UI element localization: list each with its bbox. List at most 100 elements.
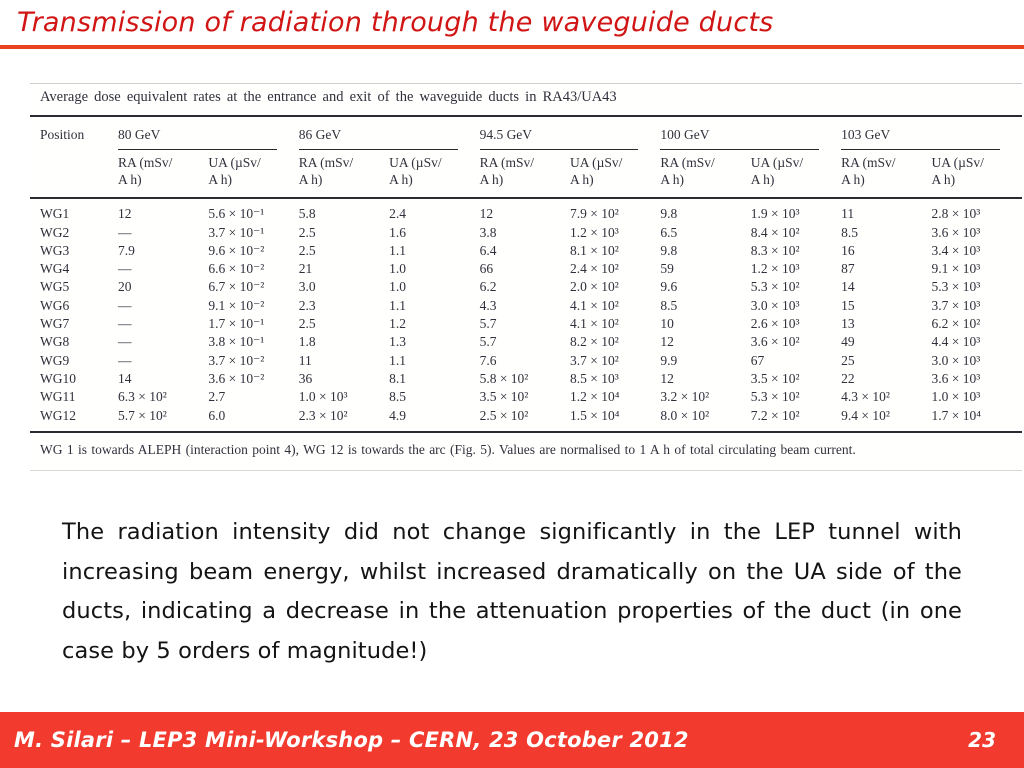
dose-value-cell: 3.6 × 10³	[931, 224, 981, 240]
dose-value-cell: 1.2 × 10³	[750, 261, 800, 277]
dose-value-cell: 5.3 × 10²	[750, 279, 800, 295]
dose-value-cell: 3.5 × 10²	[479, 389, 529, 405]
footer-credit: M. Silari – LEP3 Mini-Workshop – CERN, 2…	[14, 728, 689, 752]
dose-value-cell: 6.6 × 10⁻²	[208, 261, 265, 277]
dose-value-cell: 2.6 × 10³	[750, 316, 800, 332]
subheader-ua: UA (µSv/ A h)	[389, 155, 442, 187]
dose-value-cell: 3.6 × 10⁻²	[208, 370, 265, 386]
dose-value-cell: 14	[841, 279, 855, 295]
body-paragraph: The radiation intensity did not change s…	[62, 519, 962, 664]
dose-value-cell: 2.7	[208, 389, 226, 405]
dose-value-cell: 1.0 × 10³	[931, 389, 981, 405]
row-position: WG7	[40, 316, 70, 332]
dose-value-cell: 16	[841, 242, 855, 258]
table-row: WG1 12 5.6 × 10⁻¹ 5.8 2.4 12 7.9 × 10² 9.8 1.9 ×…	[30, 198, 1022, 223]
subheader-ra: RA (mSv/ A h)	[479, 155, 534, 187]
table-row: WG10 14 3.6 × 10⁻² 36 8.1 5.8 × 10² 8.5 × 10³ 1…	[30, 370, 1022, 388]
dose-value-cell: 1.2 × 10⁴	[569, 389, 620, 405]
dose-value-cell: 7.9	[118, 242, 135, 258]
dose-value-cell: —	[118, 316, 132, 332]
column-group-94-5gev: 94.5 GeV	[479, 116, 661, 151]
dose-value-cell: 1.5 × 10⁴	[569, 407, 620, 423]
dose-value-cell: 1.2	[389, 316, 407, 332]
subheader-ua: UA (µSv/ A h)	[931, 155, 984, 187]
slide-title: Transmission of radiation through the wa…	[17, 7, 774, 38]
row-position: WG5	[40, 279, 70, 295]
dose-value-cell: —	[118, 297, 132, 313]
table-footnote: WG 1 is towards ALEPH (interaction point…	[40, 441, 856, 457]
dose-value-cell: 1.8	[298, 334, 316, 350]
dose-value-cell: 12	[660, 370, 674, 386]
dose-value-cell: 25	[841, 352, 855, 368]
dose-value-cell: 2.3 × 10²	[298, 407, 348, 423]
dose-value-cell: 1.0 × 10³	[298, 389, 348, 405]
dose-value-cell: 15	[841, 297, 855, 313]
dose-value-cell: 9.4 × 10²	[841, 407, 890, 423]
dose-value-cell: 2.5 × 10²	[479, 407, 529, 423]
row-position: WG10	[40, 370, 76, 386]
dose-value-cell: 2.8 × 10³	[931, 206, 981, 222]
energy-group-row: Position 80 GeV 86 GeV 94.5 GeV 100 GeV …	[30, 116, 1022, 151]
subheader-row: RA (mSv/ A h) UA (µSv/ A h) RA (mSv/ A h…	[30, 150, 1022, 198]
dose-value-cell: 11	[841, 206, 855, 222]
dose-value-cell: 6.0	[208, 407, 226, 423]
table-row: WG11 6.3 × 10² 2.7 1.0 × 10³ 8.5 3.5 × 10² 1.2…	[30, 388, 1022, 406]
dose-value-cell: 3.0 × 10³	[931, 352, 981, 368]
dose-value-cell: —	[118, 352, 132, 368]
dose-value-cell: 5.8 × 10²	[479, 370, 529, 386]
dose-value-cell: 8.5	[660, 297, 678, 313]
dose-value-cell: 9.8	[660, 242, 678, 258]
dose-value-cell: 1.7 × 10⁴	[931, 407, 981, 423]
page-number: 23	[968, 728, 996, 752]
dose-value-cell: 3.7 × 10⁻¹	[208, 224, 265, 240]
dose-value-cell: 12	[479, 206, 494, 222]
dose-value-cell: 22	[841, 370, 855, 386]
row-position: WG1	[40, 206, 70, 222]
dose-value-cell: 6.5	[660, 224, 678, 240]
dose-value-cell: 13	[841, 316, 855, 332]
column-group-100gev: 100 GeV	[660, 116, 841, 151]
dose-value-cell: 8.1 × 10²	[569, 242, 619, 258]
dose-value-cell: 7.6	[479, 352, 497, 368]
dose-value-cell: 12	[118, 206, 132, 222]
dose-value-cell: 3.2 × 10²	[660, 389, 710, 405]
dose-rates-table: Position 80 GeV 86 GeV 94.5 GeV 100 GeV …	[30, 115, 1022, 433]
row-position: WG11	[40, 389, 76, 405]
dose-value-cell: 1.9 × 10³	[750, 206, 800, 222]
dose-value-cell: 87	[841, 261, 855, 277]
dose-value-cell: 11	[298, 352, 312, 368]
subheader-ra: RA (mSv/ A h)	[118, 155, 173, 187]
dose-value-cell: 9.9	[660, 352, 678, 368]
dose-value-cell: 5.6 × 10⁻¹	[208, 206, 265, 222]
dose-value-cell: 6.2 × 10²	[931, 316, 981, 332]
dose-value-cell: —	[118, 224, 132, 240]
dose-value-cell: —	[118, 261, 132, 277]
dose-value-cell: 7.2 × 10²	[750, 407, 800, 423]
dose-value-cell: 6.2	[479, 279, 497, 295]
dose-value-cell: 9.1 × 10³	[931, 261, 981, 277]
table-row: WG7 — 1.7 × 10⁻¹ 2.5 1.2 5.7 4.1 × 10² 10 2.6 × …	[30, 315, 1022, 333]
dose-value-cell: 8.4 × 10²	[750, 224, 800, 240]
dose-value-cell: 4.1 × 10²	[569, 297, 619, 313]
column-group-86gev: 86 GeV	[298, 116, 480, 151]
dose-value-cell: 67	[750, 352, 765, 368]
dose-value-cell: 2.5	[298, 316, 316, 332]
row-position: WG2	[40, 224, 70, 240]
dose-value-cell: 6.4	[479, 242, 497, 258]
dose-value-cell: 4.3	[479, 297, 497, 313]
table-header: Position 80 GeV 86 GeV 94.5 GeV 100 GeV …	[30, 116, 1022, 199]
dose-value-cell: 59	[660, 261, 674, 277]
dose-value-cell: 3.8 × 10⁻¹	[208, 334, 265, 350]
dose-value-cell: 10	[660, 316, 674, 332]
dose-value-cell: 6.3 × 10²	[118, 389, 167, 405]
table-row: WG6 — 9.1 × 10⁻² 2.3 1.1 4.3 4.1 × 10² 8.5 3.0 ×…	[30, 297, 1022, 315]
dose-value-cell: 1.2 × 10³	[569, 224, 619, 240]
dose-value-cell: 8.1	[389, 370, 407, 386]
table-row: WG12 5.7 × 10² 6.0 2.3 × 10² 4.9 2.5 × 10² 1.5…	[30, 407, 1022, 432]
table-caption: Average dose equivalent rates at the ent…	[40, 89, 617, 105]
dose-value-cell: 20	[118, 279, 132, 295]
dose-value-cell: 6.7 × 10⁻²	[208, 279, 265, 295]
dose-value-cell: 2.4	[389, 206, 407, 222]
column-header-position: Position	[40, 127, 85, 142]
